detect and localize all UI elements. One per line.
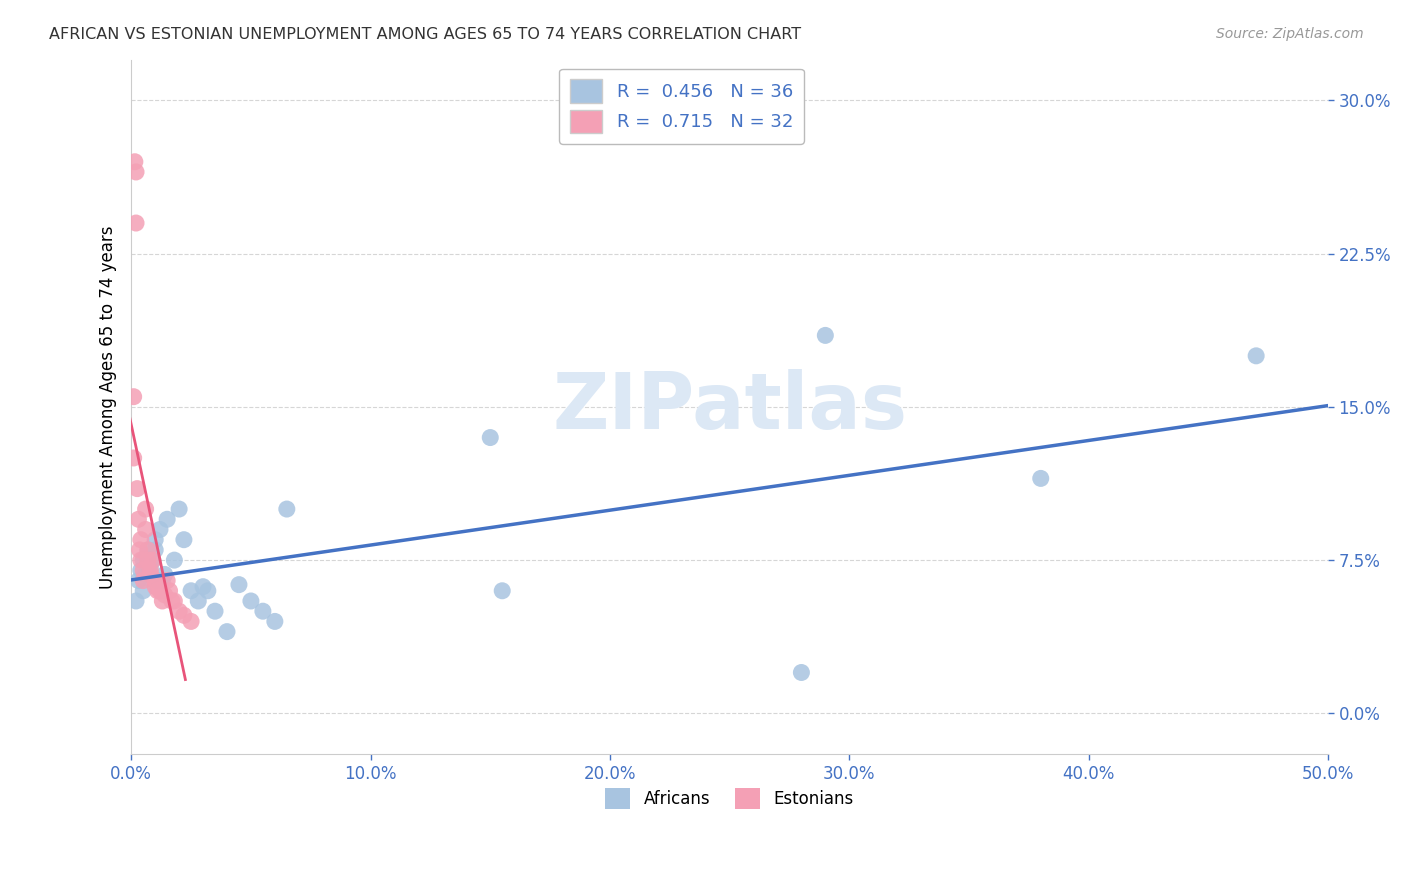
Point [132, 583, 155, 598]
Point [173, 608, 195, 623]
Point [252, 604, 274, 618]
Point [122, 390, 145, 404]
Point [142, 553, 165, 567]
Point [239, 594, 262, 608]
Point [150, 574, 173, 588]
Point [191, 580, 214, 594]
Point [180, 615, 202, 629]
Point [156, 512, 179, 526]
Point [135, 502, 157, 516]
Point [153, 567, 176, 582]
Point [143, 574, 166, 588]
Point [149, 523, 172, 537]
Point [159, 583, 181, 598]
Point [180, 583, 202, 598]
Point [125, 594, 148, 608]
Point [167, 604, 190, 618]
Text: Source: ZipAtlas.com: Source: ZipAtlas.com [1216, 27, 1364, 41]
Point [167, 502, 190, 516]
Point [491, 583, 513, 598]
Point [153, 588, 176, 602]
Point [215, 624, 238, 639]
Point [163, 594, 186, 608]
Point [127, 574, 149, 588]
Point [143, 580, 166, 594]
Point [263, 615, 285, 629]
Point [156, 574, 179, 588]
Point [135, 567, 157, 582]
Point [149, 583, 172, 598]
Point [139, 567, 162, 582]
Point [122, 450, 145, 465]
Point [146, 583, 169, 598]
Point [150, 594, 173, 608]
Point [132, 563, 155, 577]
Point [129, 553, 152, 567]
Point [129, 533, 152, 547]
Point [160, 594, 183, 608]
Point [129, 563, 152, 577]
Point [124, 154, 146, 169]
Point [163, 553, 186, 567]
Point [276, 502, 298, 516]
Point [125, 165, 148, 179]
Point [1244, 349, 1267, 363]
Point [135, 523, 157, 537]
Point [139, 559, 162, 574]
Legend: Africans, Estonians: Africans, Estonians [599, 781, 860, 815]
Point [142, 553, 165, 567]
Point [228, 577, 250, 591]
Point [132, 553, 155, 567]
Point [139, 563, 162, 577]
Point [128, 542, 150, 557]
Point [136, 542, 159, 557]
Point [173, 533, 195, 547]
Point [479, 431, 502, 445]
Point [1029, 471, 1052, 485]
Point [143, 542, 166, 557]
Point [187, 594, 209, 608]
Point [814, 328, 837, 343]
Y-axis label: Unemployment Among Ages 65 to 74 years: Unemployment Among Ages 65 to 74 years [100, 225, 117, 589]
Point [127, 482, 149, 496]
Point [197, 583, 219, 598]
Text: AFRICAN VS ESTONIAN UNEMPLOYMENT AMONG AGES 65 TO 74 YEARS CORRELATION CHART: AFRICAN VS ESTONIAN UNEMPLOYMENT AMONG A… [49, 27, 801, 42]
Point [143, 533, 166, 547]
Point [146, 574, 169, 588]
Point [127, 512, 149, 526]
Point [790, 665, 813, 680]
Point [204, 604, 226, 618]
Point [136, 553, 159, 567]
Point [125, 216, 148, 230]
Point [136, 542, 159, 557]
Point [132, 574, 155, 588]
Text: ZIPatlas: ZIPatlas [553, 369, 907, 445]
